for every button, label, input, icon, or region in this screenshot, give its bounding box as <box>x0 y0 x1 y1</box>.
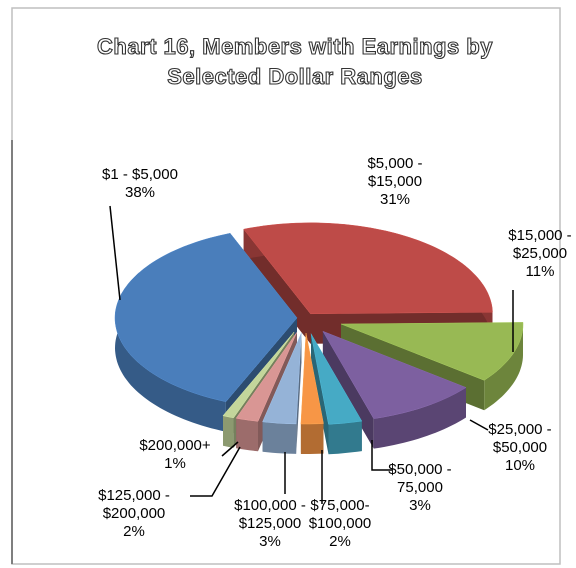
value-label: 1% <box>164 455 186 472</box>
data-label-group: $50,000 - 75,000 3% <box>380 461 460 515</box>
slice-side <box>484 322 523 411</box>
slice <box>322 330 467 419</box>
value-label: 38% <box>124 184 156 201</box>
value-label: 3% <box>259 533 281 550</box>
slice <box>114 233 298 402</box>
slice-side <box>373 387 466 449</box>
data-label-group: $125,000 - $200,000 2% <box>88 487 180 541</box>
slice <box>310 333 363 425</box>
value-label: 31% <box>379 191 411 208</box>
category-label: $100,000 - $125,000 <box>234 497 306 532</box>
leader-line <box>469 419 489 431</box>
value-label: 2% <box>329 533 351 550</box>
category-label: $1 - $5,000 <box>102 166 178 183</box>
category-label: $50,000 - 75,000 <box>388 461 452 496</box>
category-label: $200,000+ <box>139 437 211 454</box>
slice <box>340 322 524 381</box>
leader-line <box>190 446 241 497</box>
data-label-group: $15,000 - $25,000 11% <box>500 227 576 281</box>
category-label: $15,000 - $25,000 <box>508 227 572 262</box>
chart-title: Chart 16, Members with Earnings by Selec… <box>96 33 493 89</box>
slice-wall <box>311 333 329 455</box>
slice <box>262 332 302 425</box>
value-label: 11% <box>525 263 555 280</box>
data-label-group: $5,000 - $15,000 31% <box>355 155 435 209</box>
value-label: 3% <box>409 497 431 514</box>
slice-side <box>300 423 324 454</box>
data-label-group: $200,000+ 1% <box>129 437 221 473</box>
leader-line <box>221 441 239 457</box>
category-label: $5,000 - $15,000 <box>367 155 423 190</box>
slice <box>222 331 295 419</box>
data-label-group: $100,000 - $125,000 3% <box>224 497 316 551</box>
value-label: 2% <box>123 523 145 540</box>
slice-side <box>236 418 258 452</box>
slice <box>243 222 493 315</box>
slice-side <box>223 415 234 448</box>
leader-line <box>109 205 121 301</box>
slice <box>235 332 298 422</box>
slice <box>300 332 324 425</box>
leader-line <box>371 440 392 471</box>
data-label-group: $25,000 - $50,000 10% <box>480 421 560 475</box>
value-label: 10% <box>504 457 536 474</box>
data-label-group: $75,000- $100,000 2% <box>300 497 380 551</box>
slice-side <box>328 421 362 455</box>
category-label: $25,000 - $50,000 <box>488 421 552 456</box>
data-label-group: $1 - $5,000 38% <box>85 166 195 202</box>
slice-side <box>262 421 297 454</box>
category-label: $75,000- $100,000 <box>308 497 372 532</box>
category-label: $125,000 - $200,000 <box>98 487 170 522</box>
